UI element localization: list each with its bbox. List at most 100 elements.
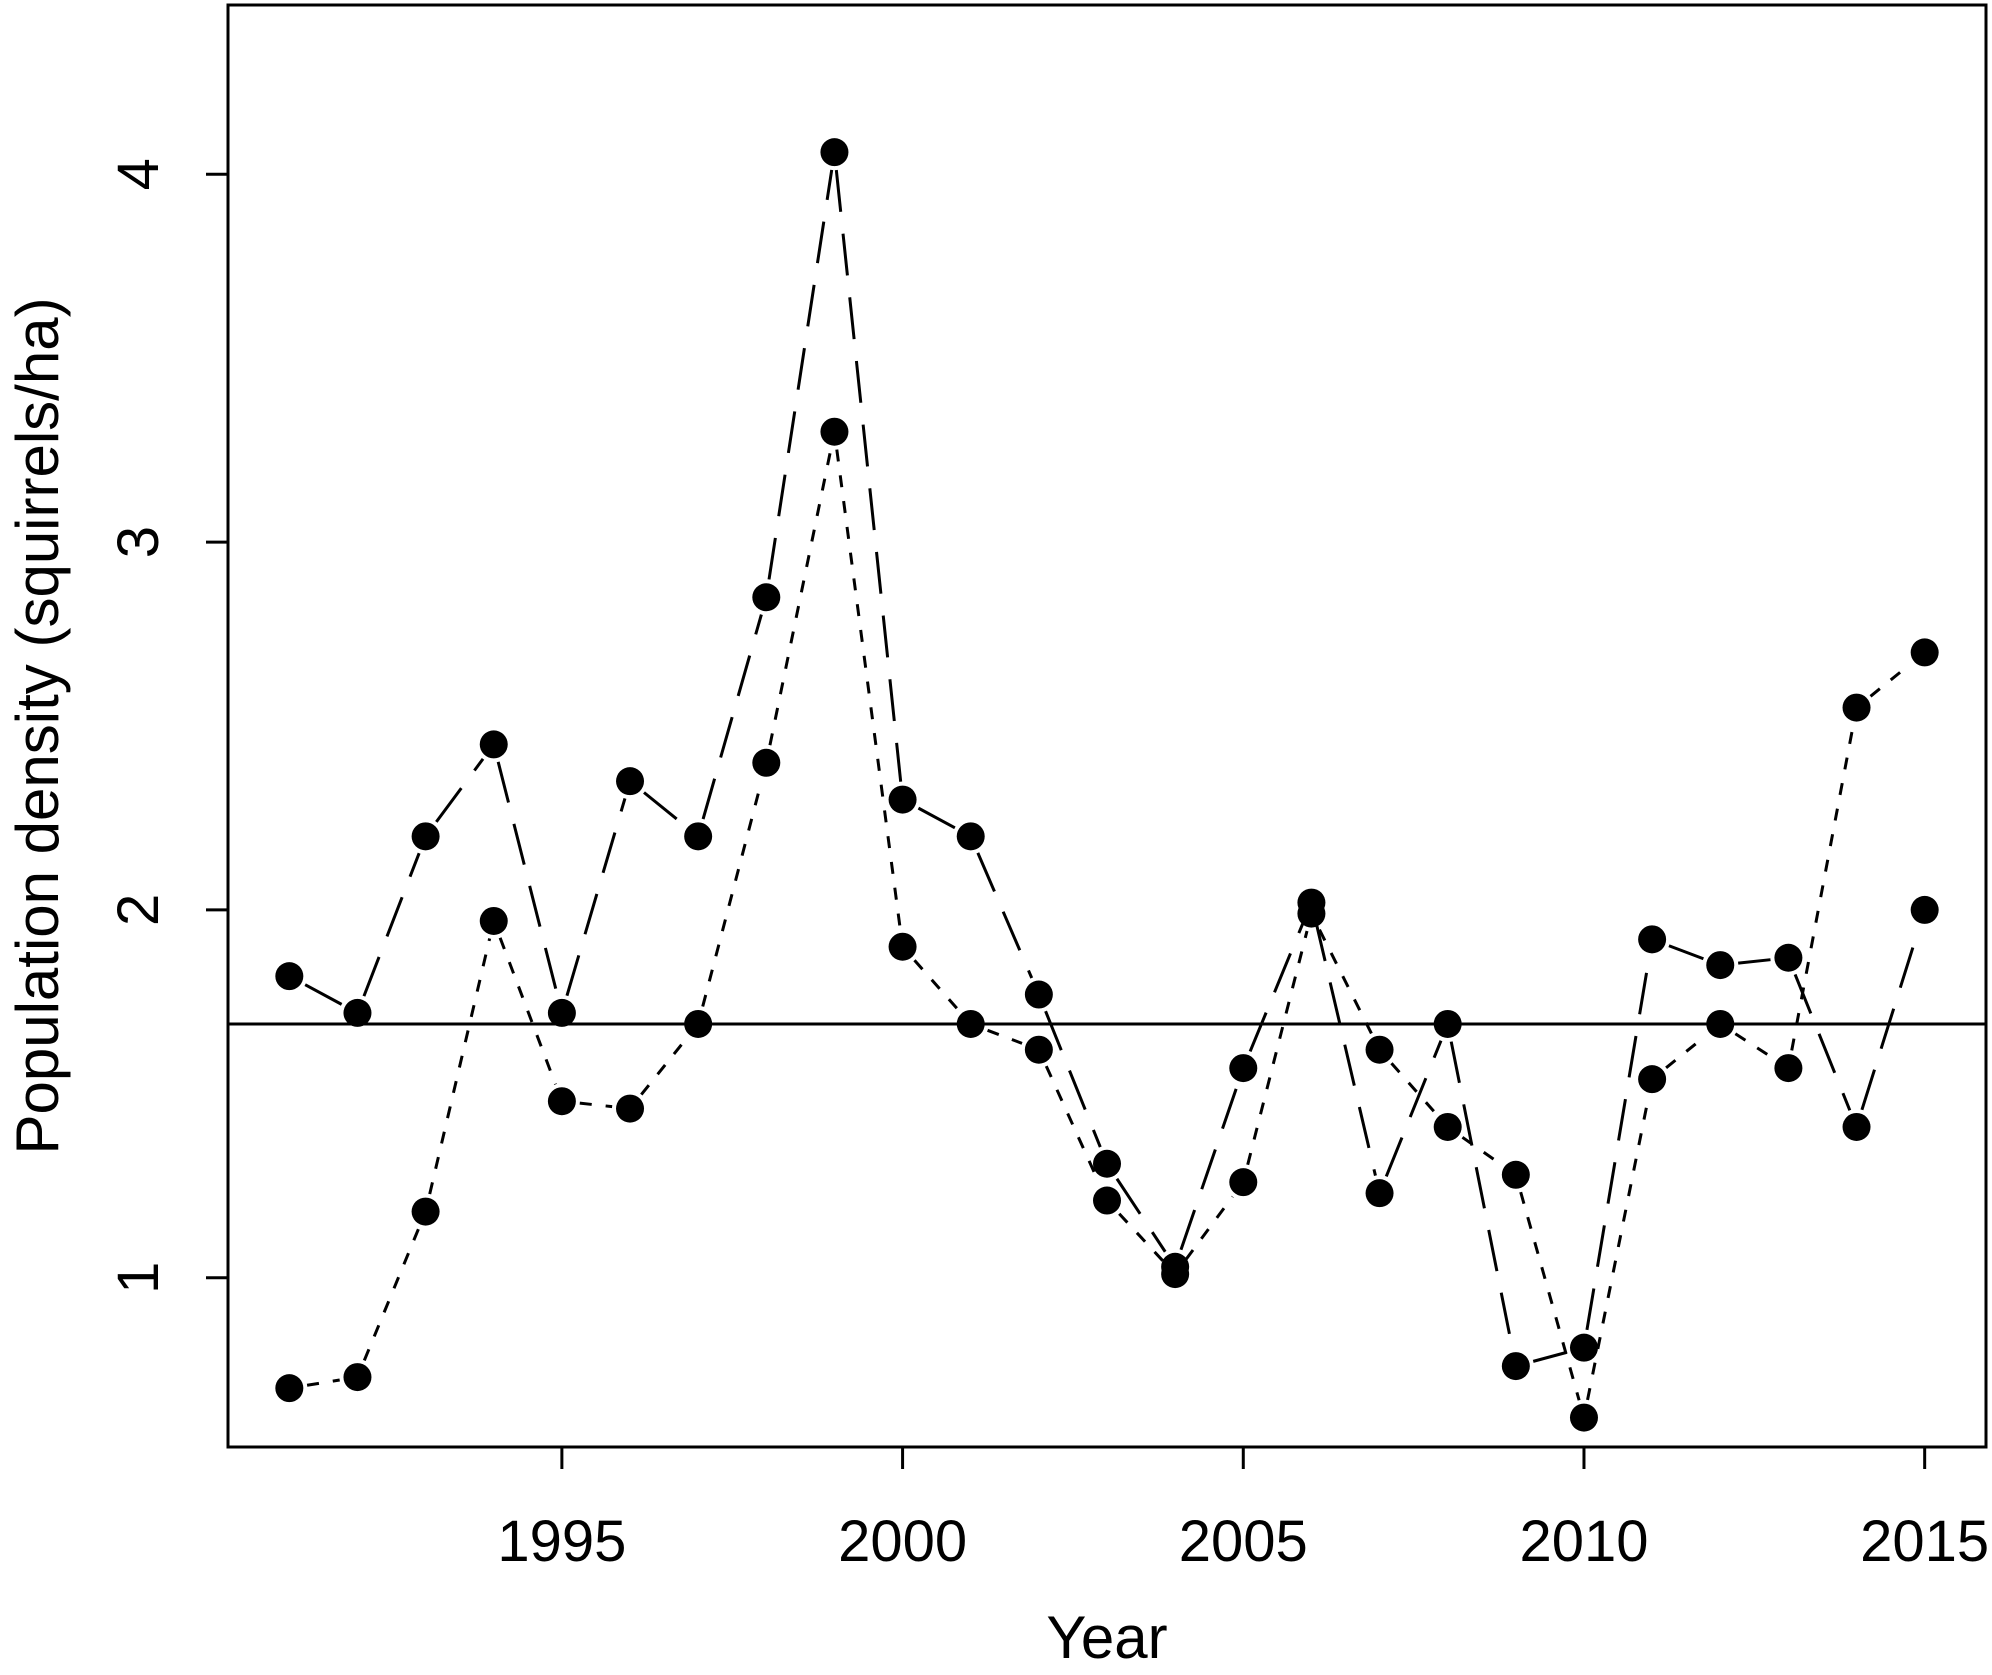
- series-1-point: [888, 785, 917, 814]
- series-1-point: [1024, 980, 1053, 1009]
- series-2-segment: [1665, 1034, 1708, 1069]
- plot-frame: [226, 3, 1988, 1449]
- series-2-segment: [1318, 929, 1373, 1035]
- series-2-segment: [1184, 1195, 1234, 1261]
- series-1-point: [820, 138, 849, 167]
- series-2-segment: [1044, 1065, 1101, 1185]
- y-axis-title: Population density (squirrels/ha): [4, 297, 71, 1154]
- series-1-point: [343, 998, 372, 1027]
- series-1-point: [1433, 1009, 1462, 1038]
- series-1-segment: [643, 791, 686, 827]
- series-1-segment: [565, 798, 627, 997]
- series-2-point: [1706, 1009, 1735, 1038]
- series-1-point: [1093, 1149, 1121, 1178]
- series-1-segment: [1860, 926, 1921, 1111]
- series-1-segment: [1179, 1084, 1239, 1251]
- series-1-point: [1774, 943, 1803, 972]
- series-2-point: [1365, 1035, 1394, 1064]
- x-axis-title: Year: [1046, 1604, 1167, 1671]
- series-2-segment: [640, 1037, 689, 1096]
- series-1-segment: [1449, 1041, 1514, 1349]
- series-1-segment: [1044, 1010, 1102, 1148]
- series-2-point: [275, 1374, 304, 1403]
- y-tick-label: 2: [106, 894, 171, 926]
- series-2-point: [1842, 693, 1871, 722]
- series-2-point: [1297, 899, 1326, 928]
- series-1-segment: [701, 614, 763, 820]
- series-2-segment: [835, 449, 902, 930]
- series-1-point: [1501, 1352, 1530, 1381]
- series-2-point: [1433, 1112, 1462, 1141]
- series-2: [275, 417, 1939, 1432]
- series-2-point: [1229, 1168, 1258, 1197]
- series-layer: [275, 138, 1939, 1432]
- series-1-point: [547, 998, 576, 1027]
- series-2-segment: [1869, 662, 1912, 698]
- series-2-segment: [987, 1028, 1023, 1045]
- y-axis: 1 2 3 4: [106, 158, 230, 1294]
- series-1-segment: [1737, 958, 1771, 965]
- series-2-segment: [1390, 1062, 1437, 1115]
- series-1-point: [616, 767, 645, 796]
- series-1-point: [275, 962, 304, 991]
- series-2-point: [616, 1094, 645, 1123]
- series-1-point: [479, 730, 508, 759]
- series-1-segment: [1314, 919, 1377, 1176]
- series-1-segment: [496, 761, 559, 996]
- x-tick-label: 2010: [1519, 1509, 1648, 1574]
- series-2-segment: [1246, 930, 1309, 1166]
- y-tick-label: 3: [106, 526, 171, 558]
- series-2-point: [752, 748, 781, 777]
- series-2-point: [1024, 1035, 1053, 1064]
- series-2-segment: [1118, 1212, 1165, 1262]
- series-2-segment: [1734, 1032, 1775, 1060]
- series-1-point: [684, 822, 713, 851]
- series-1: [275, 138, 1939, 1381]
- series-2-segment: [1586, 1096, 1651, 1401]
- series-2-point: [1774, 1054, 1803, 1083]
- series-1-segment: [767, 169, 834, 580]
- x-tick-label: 1995: [497, 1509, 626, 1574]
- y-tick-label: 4: [106, 158, 171, 190]
- series-1-segment: [1248, 918, 1306, 1053]
- series-2-point: [1638, 1065, 1667, 1094]
- series-2-segment: [362, 1227, 421, 1362]
- series-2-point: [1501, 1160, 1530, 1189]
- series-2-segment: [1519, 1191, 1581, 1401]
- series-1-point: [956, 822, 985, 851]
- series-1-point: [1842, 1112, 1871, 1141]
- series-2-segment: [1461, 1136, 1502, 1166]
- series-1-segment: [1384, 1040, 1443, 1178]
- x-tick-label: 2015: [1860, 1509, 1989, 1574]
- series-1-point: [1365, 1179, 1394, 1208]
- series-2-point: [343, 1363, 372, 1392]
- series-2-point: [684, 1009, 713, 1038]
- series-2-segment: [428, 938, 492, 1195]
- series-2-point: [1910, 638, 1939, 667]
- series-1-point: [1229, 1054, 1258, 1083]
- series-2-segment: [306, 1378, 340, 1387]
- series-2-point: [956, 1009, 985, 1038]
- x-tick-label: 2005: [1179, 1509, 1308, 1574]
- series-1-point: [752, 583, 781, 612]
- series-1-point: [1638, 925, 1667, 954]
- series-2-point: [888, 932, 917, 961]
- series-1-segment: [1668, 944, 1704, 961]
- series-1-segment: [435, 757, 485, 823]
- series-1-segment: [917, 806, 956, 830]
- series-2-point: [1569, 1403, 1598, 1432]
- x-tick-label: 2000: [838, 1509, 967, 1574]
- series-2-point: [820, 417, 849, 446]
- series-1-point: [1910, 895, 1939, 924]
- series-1-segment: [362, 852, 421, 997]
- series-1-segment: [976, 852, 1034, 979]
- x-axis: 1995 2000 2005 2010 2015: [497, 1445, 1989, 1574]
- series-1-point: [1706, 951, 1735, 980]
- series-2-point: [547, 1087, 576, 1116]
- series-2-segment: [498, 937, 557, 1085]
- series-2-segment: [701, 779, 764, 1007]
- series-1-segment: [304, 983, 343, 1006]
- series-1-point: [411, 822, 440, 851]
- series-2-segment: [1790, 725, 1855, 1051]
